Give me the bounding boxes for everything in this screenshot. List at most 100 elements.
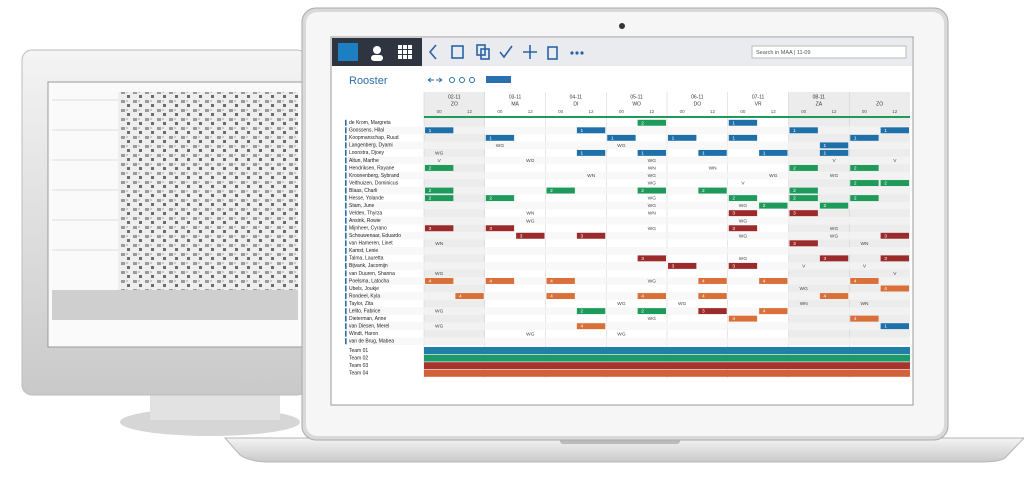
row-marker [345,255,347,262]
day-label: ZO [876,101,883,107]
add-button[interactable] [523,45,537,59]
shift-label: WG [648,203,657,209]
shift-label: V [893,158,897,164]
employee-name: van Hameren, Linet [349,241,393,247]
shift-block [759,149,788,156]
date-label: 06-11 [691,94,704,100]
team-bar [424,347,910,354]
more-button[interactable] [570,51,584,55]
row-marker [345,119,347,126]
day-label: VR [755,101,762,107]
employee-name: Stam, June [349,203,375,209]
shift-label: 4 [550,279,553,285]
shift-label: 2 [641,309,644,315]
shift-label: 2 [641,188,644,194]
shift-label: WG [678,301,687,307]
shift-label: 4 [429,279,432,285]
shift-label: WG [648,196,657,202]
date-label: 03-11 [509,94,522,100]
day-label: WO [632,101,641,107]
hour-label: 12 [892,109,898,114]
row-marker [345,172,347,179]
shift-label: 3 [520,233,523,239]
back-button[interactable] [428,44,437,60]
save-button[interactable] [451,45,464,59]
shift-label: 3 [732,226,735,232]
shift-label: 4 [702,279,705,285]
shift-block [607,134,636,141]
shift-block [819,202,849,209]
employee-name: Mijnheer, Cyrano [349,226,387,232]
employee-name: Blaas, Charli [349,188,377,194]
row-marker [345,270,347,277]
user-icon[interactable] [373,46,381,54]
crt-monitor [21,49,308,436]
shift-block [880,255,909,262]
day-label: ZO [451,101,458,107]
date-label: 02-11 [448,94,461,100]
shift-block [546,293,575,299]
shift-block [728,225,758,232]
hour-label: 00 [619,109,625,114]
shift-label: 2 [429,188,432,194]
row-stripe [345,292,910,300]
view-controls[interactable] [427,76,511,83]
employee-name: Altun, Marthe [349,158,379,164]
confirm-button[interactable] [499,45,513,59]
shift-label: WN [860,301,869,307]
row-marker [345,127,347,134]
row-marker [345,157,347,164]
shift-block [880,232,909,239]
team-bar [424,354,910,362]
employee-name: Goossens, Hilal [349,128,384,134]
row-marker [345,285,347,292]
shift-label: WG [617,301,626,307]
shift-label: 4 [763,309,766,315]
row-marker [345,315,347,322]
shift-block [546,278,575,284]
shift-block [759,308,788,315]
shift-label: 4 [884,286,887,292]
row-stripe [345,201,910,210]
shift-label: 3 [884,256,887,262]
row-marker [345,142,347,149]
row-marker [345,210,347,217]
row-stripe [345,216,910,225]
shift-block [637,187,666,194]
shift-label: WG [496,143,505,149]
employee-name: van de Brug, Mabea [349,339,394,345]
row-stripe [345,232,910,240]
shift-block [850,165,879,171]
shift-block [698,278,727,284]
shift-label: WG [435,271,444,277]
shift-block [880,180,909,186]
shift-label: 3 [793,211,796,217]
shift-block [789,240,818,247]
shift-label: 2 [793,196,796,202]
shift-label: 1 [489,135,492,141]
logo[interactable] [338,43,358,61]
shift-block [850,180,879,186]
shift-label: 2 [824,203,827,209]
row-marker [345,330,347,337]
employee-name: Kroonenberg, Sybrand [349,173,400,179]
shift-label: 3 [429,226,432,232]
hour-label: 00 [680,109,686,114]
hour-label: 00 [558,109,564,114]
shift-block [789,127,818,134]
search-box[interactable] [751,45,907,59]
team-bar [424,369,910,377]
shift-label: WG [526,331,535,337]
shift-label: 2 [854,196,857,202]
hour-label: 12 [589,109,595,114]
grid-icon[interactable] [398,45,412,59]
row-marker [345,308,347,315]
team-name: Team 03 [349,363,368,369]
employee-name: Kamst, Lenie [349,248,378,254]
shift-label: WN [435,241,444,247]
shift-label: 3 [672,263,675,269]
hour-label: 00 [497,109,503,114]
employee-name: Ansink, Rowie [349,218,381,224]
delete-button[interactable] [547,46,558,60]
shift-block [698,308,727,315]
